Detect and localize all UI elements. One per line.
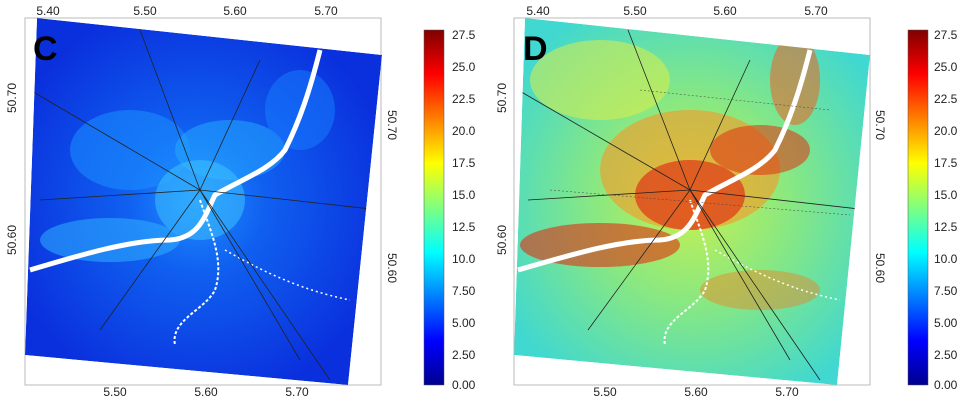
lon-tick-bottom: 5.60 [194, 385, 218, 397]
colorbar [423, 29, 445, 386]
colorbar-tick: 25.0 [934, 60, 958, 74]
colorbar-tick: 17.5 [934, 156, 958, 170]
colorbar-tick: 22.5 [452, 92, 476, 106]
lon-tick-top: 5.70 [314, 4, 338, 18]
lat-tick-left: 50.60 [495, 225, 509, 255]
lon-tick-top: 5.60 [713, 4, 737, 18]
lat-tick-right: 50.70 [385, 110, 399, 140]
colorbar-tick: 7.50 [452, 284, 476, 298]
colorbar-tick: 7.50 [934, 284, 958, 298]
colorbar-tick: 17.5 [452, 156, 476, 170]
colorbar-tick: 20.0 [934, 124, 958, 138]
lat-tick-right: 50.60 [873, 253, 887, 283]
lon-tick-bottom: 5.70 [285, 385, 309, 397]
lat-tick-left: 50.70 [5, 83, 19, 113]
lat-tick-left: 50.70 [495, 83, 509, 113]
colorbar-labels: 27.5 25.0 22.5 20.0 17.5 15.0 12.5 10.0 … [452, 28, 476, 392]
colorbar-tick: 15.0 [934, 188, 958, 202]
lon-tick-bottom: 5.50 [103, 385, 127, 397]
heat-map-raster [514, 18, 870, 385]
map-frame [24, 17, 382, 386]
lon-tick-bottom: 5.70 [775, 385, 799, 397]
lon-tick-bottom: 5.60 [684, 385, 708, 397]
colorbar-tick: 2.50 [452, 348, 476, 362]
map-figure-d: D 5.40 5.50 5.60 5.70 5.50 5.60 5.70 50.… [495, 4, 958, 397]
colorbar-tick: 10.0 [934, 252, 958, 266]
lat-tick-left: 50.60 [5, 225, 19, 255]
colorbar-tick: 5.00 [934, 316, 958, 330]
lat-tick-right: 50.70 [873, 110, 887, 140]
map-panel-d: D 5.40 5.50 5.60 5.70 5.50 5.60 5.70 50.… [490, 0, 962, 397]
colorbar-tick: 2.50 [934, 348, 958, 362]
map-figure-c: C 5.40 5.50 5.60 5.70 5.50 5.60 5.70 50.… [5, 4, 476, 397]
lat-tick-right: 50.60 [385, 253, 399, 283]
panel-letter: D [523, 30, 548, 68]
colorbar-tick: 0.00 [934, 378, 958, 392]
colorbar-tick: 10.0 [452, 252, 476, 266]
colorbar-tick: 12.5 [934, 220, 958, 234]
lon-tick-top: 5.40 [526, 4, 550, 18]
colorbar-tick: 12.5 [452, 220, 476, 234]
colorbar-tick: 25.0 [452, 60, 476, 74]
colorbar-tick: 0.00 [452, 378, 476, 392]
map-frame [513, 17, 871, 386]
colorbar-labels: 27.5 25.0 22.5 20.0 17.5 15.0 12.5 10.0 … [934, 28, 958, 392]
map-panel-c: C 5.40 5.50 5.60 5.70 5.50 5.60 5.70 50.… [5, 4, 476, 397]
colorbar-tick: 15.0 [452, 188, 476, 202]
lon-tick-top: 5.40 [36, 4, 60, 18]
lon-tick-top: 5.70 [804, 4, 828, 18]
colorbar-tick: 22.5 [934, 92, 958, 106]
lon-tick-top: 5.50 [133, 4, 157, 18]
colorbar-tick: 5.00 [452, 316, 476, 330]
colorbar-tick: 27.5 [934, 28, 958, 42]
heat-map-raster [25, 18, 382, 385]
lon-tick-top: 5.50 [623, 4, 647, 18]
panel-letter: C [33, 30, 58, 68]
colorbar-tick: 20.0 [452, 124, 476, 138]
lon-tick-bottom: 5.50 [593, 385, 617, 397]
lon-tick-top: 5.60 [223, 4, 247, 18]
colorbar-tick: 27.5 [452, 28, 476, 42]
colorbar [907, 29, 929, 386]
